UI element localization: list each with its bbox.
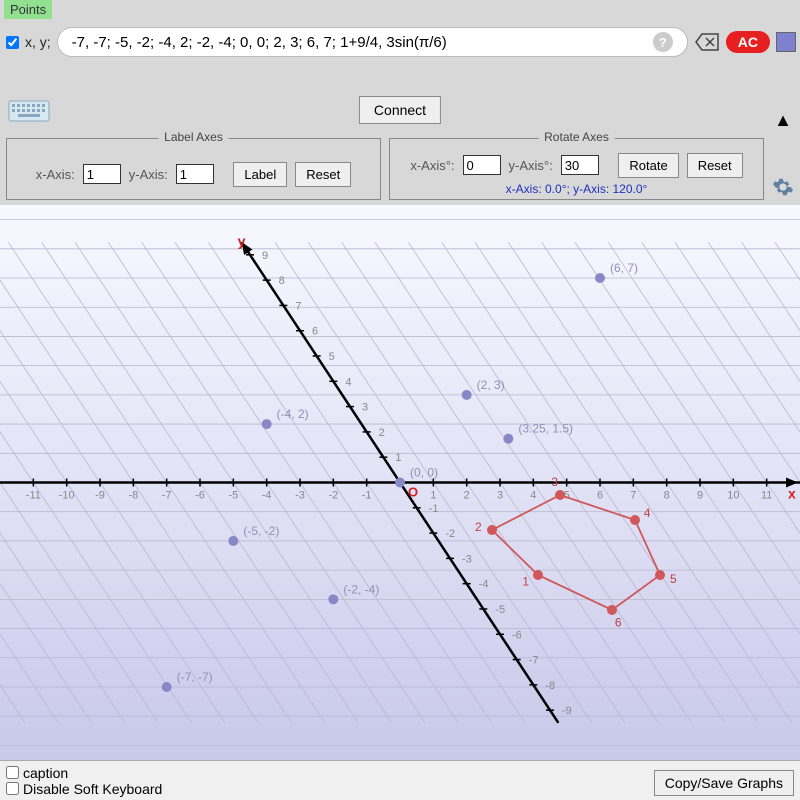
xy-label: x, y; <box>25 34 51 50</box>
svg-text:4: 4 <box>644 506 651 520</box>
y-axis-lbl: y-Axis: <box>129 167 168 182</box>
svg-text:(6, 7): (6, 7) <box>610 261 638 275</box>
svg-text:-10: -10 <box>59 490 75 502</box>
expression-input[interactable]: -7, -7; -5, -2; -4, 2; -2, -4; 0, 0; 2, … <box>57 27 688 57</box>
svg-text:(3.25, 1.5): (3.25, 1.5) <box>518 422 573 436</box>
svg-text:7: 7 <box>295 300 301 312</box>
rotate-reset-button[interactable]: Reset <box>687 153 743 178</box>
svg-text:-5: -5 <box>228 490 238 502</box>
svg-text:-6: -6 <box>512 629 522 641</box>
svg-text:1: 1 <box>522 575 529 589</box>
svg-text:-8: -8 <box>128 490 138 502</box>
label-axes-panel: Label Axes x-Axis: y-Axis: Label Reset <box>6 138 381 200</box>
svg-text:5: 5 <box>670 572 677 586</box>
svg-text:10: 10 <box>727 490 739 502</box>
keyboard-icon[interactable] <box>8 100 50 122</box>
svg-text:(-4, 2): (-4, 2) <box>277 407 309 421</box>
x-axis-lbl: x-Axis: <box>36 167 75 182</box>
svg-text:(-5, -2): (-5, -2) <box>243 524 279 538</box>
svg-text:-1: -1 <box>362 490 372 502</box>
label-reset-button[interactable]: Reset <box>295 162 351 187</box>
svg-text:(-2, -4): (-2, -4) <box>343 582 379 596</box>
xy-checkbox[interactable] <box>6 36 19 49</box>
svg-text:-4: -4 <box>262 490 272 502</box>
svg-text:(2, 3): (2, 3) <box>477 378 505 392</box>
connect-button[interactable]: Connect <box>359 96 441 124</box>
svg-text:y: y <box>238 233 246 249</box>
y-rot-input[interactable] <box>561 155 599 175</box>
x-axis-interval-input[interactable] <box>83 164 121 184</box>
svg-text:-11: -11 <box>26 490 41 502</box>
svg-text:-7: -7 <box>162 490 172 502</box>
svg-text:-3: -3 <box>462 553 472 565</box>
collapse-icon[interactable]: ▲ <box>774 110 792 131</box>
svg-text:8: 8 <box>664 490 670 502</box>
graph-area[interactable]: Oxy-11-10-9-8-7-6-5-4-3-2-11234567891011… <box>0 205 800 760</box>
svg-text:1: 1 <box>395 452 401 464</box>
x-rot-input[interactable] <box>463 155 501 175</box>
svg-text:9: 9 <box>262 250 268 262</box>
y-axis-interval-input[interactable] <box>176 164 214 184</box>
panels: Label Axes x-Axis: y-Axis: Label Reset R… <box>6 138 764 200</box>
color-swatch[interactable] <box>776 32 796 52</box>
rotate-button[interactable]: Rotate <box>618 153 678 178</box>
svg-text:-1: -1 <box>429 503 439 515</box>
svg-text:-2: -2 <box>328 490 338 502</box>
svg-text:-2: -2 <box>445 528 455 540</box>
svg-text:6: 6 <box>597 490 603 502</box>
svg-text:6: 6 <box>312 326 318 338</box>
help-icon[interactable]: ? <box>653 32 673 52</box>
svg-text:11: 11 <box>761 490 772 502</box>
copy-save-button[interactable]: Copy/Save Graphs <box>654 770 794 796</box>
disable-kbd-label: Disable Soft Keyboard <box>23 781 162 797</box>
svg-text:4: 4 <box>345 376 351 388</box>
svg-text:2: 2 <box>475 520 482 534</box>
svg-text:(-7, -7): (-7, -7) <box>177 670 213 684</box>
svg-text:-6: -6 <box>195 490 205 502</box>
label-button[interactable]: Label <box>233 162 287 187</box>
gear-icon[interactable] <box>772 176 794 198</box>
svg-text:9: 9 <box>697 490 703 502</box>
backspace-icon[interactable] <box>694 31 720 53</box>
caption-checkbox[interactable] <box>6 766 19 779</box>
svg-text:3: 3 <box>551 475 558 489</box>
svg-text:5: 5 <box>329 351 335 363</box>
svg-text:x: x <box>788 486 796 502</box>
svg-text:-9: -9 <box>95 490 105 502</box>
svg-text:3: 3 <box>497 490 503 502</box>
input-row: x, y; -7, -7; -5, -2; -4, 2; -2, -4; 0, … <box>4 24 796 60</box>
svg-text:4: 4 <box>530 490 536 502</box>
y-rot-lbl: y-Axis°: <box>509 158 553 173</box>
svg-text:-9: -9 <box>562 705 572 717</box>
svg-text:-4: -4 <box>479 579 489 591</box>
svg-text:(0, 0): (0, 0) <box>410 466 438 480</box>
x-rot-lbl: x-Axis°: <box>410 158 454 173</box>
disable-kbd-checkbox[interactable] <box>6 782 19 795</box>
svg-text:2: 2 <box>464 490 470 502</box>
rotate-axes-title: Rotate Axes <box>538 130 615 144</box>
ac-button[interactable]: AC <box>726 31 770 53</box>
svg-text:3: 3 <box>362 402 368 414</box>
svg-text:-5: -5 <box>495 604 505 616</box>
svg-text:2: 2 <box>379 427 385 439</box>
svg-text:O: O <box>408 485 418 500</box>
svg-text:-3: -3 <box>295 490 305 502</box>
svg-text:-7: -7 <box>529 655 539 667</box>
svg-text:8: 8 <box>279 275 285 287</box>
caption-label: caption <box>23 765 68 781</box>
svg-text:1: 1 <box>430 490 436 502</box>
svg-text:6: 6 <box>615 616 622 630</box>
svg-text:-8: -8 <box>545 680 555 692</box>
rotation-status: x-Axis: 0.0°; y-Axis: 120.0° <box>506 182 648 196</box>
expression-text: -7, -7; -5, -2; -4, 2; -2, -4; 0, 0; 2, … <box>72 34 447 51</box>
rotate-axes-panel: Rotate Axes x-Axis°: y-Axis°: Rotate Res… <box>389 138 764 200</box>
label-axes-title: Label Axes <box>158 130 229 144</box>
graph-svg: Oxy-11-10-9-8-7-6-5-4-3-2-11234567891011… <box>0 205 800 760</box>
svg-text:7: 7 <box>630 490 636 502</box>
points-tag: Points <box>4 0 52 19</box>
